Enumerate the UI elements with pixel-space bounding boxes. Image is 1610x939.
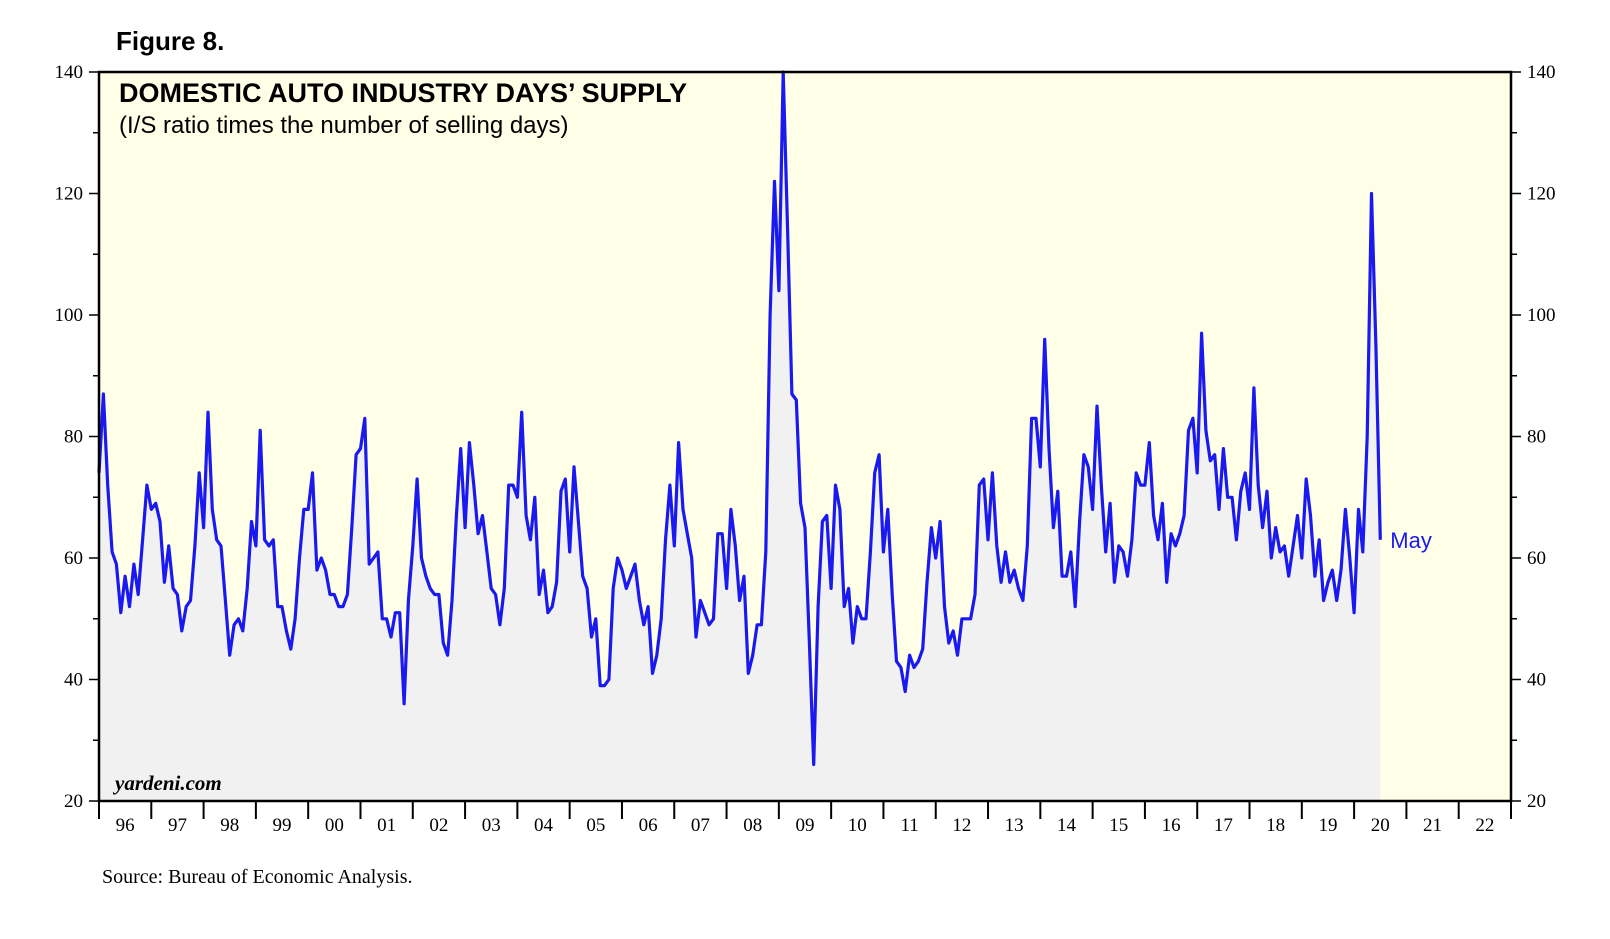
x-tick-label: 10	[848, 815, 867, 836]
left-y-axis: 20 40 60 80 100 120 140	[55, 62, 99, 812]
y-tick-label-left: 100	[55, 305, 84, 326]
x-tick-label: 01	[377, 815, 396, 836]
y-tick-label-right: 140	[1527, 62, 1556, 83]
x-tick-label: 16	[1162, 815, 1181, 836]
x-tick-label: 09	[796, 815, 815, 836]
x-tick-label: 17	[1214, 815, 1233, 836]
y-tick-label-right: 100	[1527, 305, 1556, 326]
area-under-line	[99, 72, 1381, 801]
y-tick-label-left: 40	[64, 670, 83, 691]
x-tick-label: 98	[220, 815, 239, 836]
x-tick-label: 11	[900, 815, 918, 836]
y-tick-label-right: 20	[1527, 791, 1546, 812]
y-tick-label-right: 120	[1527, 184, 1556, 205]
series-line	[97, 70, 1382, 767]
x-tick-label: 03	[482, 815, 501, 836]
y-tick-label-left: 20	[64, 791, 83, 812]
x-tick-label: 15	[1109, 815, 1128, 836]
x-tick-label: 18	[1266, 815, 1285, 836]
end-label: May	[1390, 528, 1432, 553]
x-tick-label: 99	[273, 815, 292, 836]
y-tick-label-left: 120	[55, 184, 84, 205]
x-axis: 96 97 98 99 00 01 02 03 04 05 06 07 08 09 10 11 12 13 14 15…	[98, 801, 1512, 836]
x-tick-label: 08	[743, 815, 762, 836]
y-tick-label-right: 60	[1527, 548, 1546, 569]
y-tick-label-right: 80	[1527, 427, 1546, 448]
x-tick-label: 21	[1423, 815, 1442, 836]
y-tick-label-left: 60	[64, 548, 83, 569]
watermark: yardeni.com	[112, 771, 222, 795]
y-tick-label-left: 80	[64, 427, 83, 448]
x-tick-label: 05	[586, 815, 605, 836]
x-tick-label: 04	[534, 815, 554, 836]
x-tick-label: 12	[952, 815, 971, 836]
x-tick-label: 20	[1371, 815, 1390, 836]
y-tick-label-right: 40	[1527, 670, 1546, 691]
figure-label: Figure 8.	[116, 26, 225, 56]
x-tick-label: 96	[116, 815, 135, 836]
x-tick-label: 06	[639, 815, 658, 836]
x-tick-label: 00	[325, 815, 344, 836]
chart-subtitle: (I/S ratio times the number of selling d…	[119, 112, 569, 139]
x-tick-label: 02	[429, 815, 448, 836]
x-tick-label: 13	[1005, 815, 1024, 836]
x-tick-label: 14	[1057, 815, 1077, 836]
x-tick-label: 19	[1318, 815, 1337, 836]
y-tick-label-left: 140	[55, 62, 84, 83]
x-tick-label: 97	[168, 815, 187, 836]
x-tick-label: 22	[1475, 815, 1494, 836]
right-y-axis: 20 40 60 80 100 120 140	[1511, 62, 1556, 812]
source-note: Source: Bureau of Economic Analysis.	[102, 866, 413, 888]
x-tick-label: 07	[691, 815, 710, 836]
chart-title: DOMESTIC AUTO INDUSTRY DAYS’ SUPPLY	[119, 78, 687, 108]
